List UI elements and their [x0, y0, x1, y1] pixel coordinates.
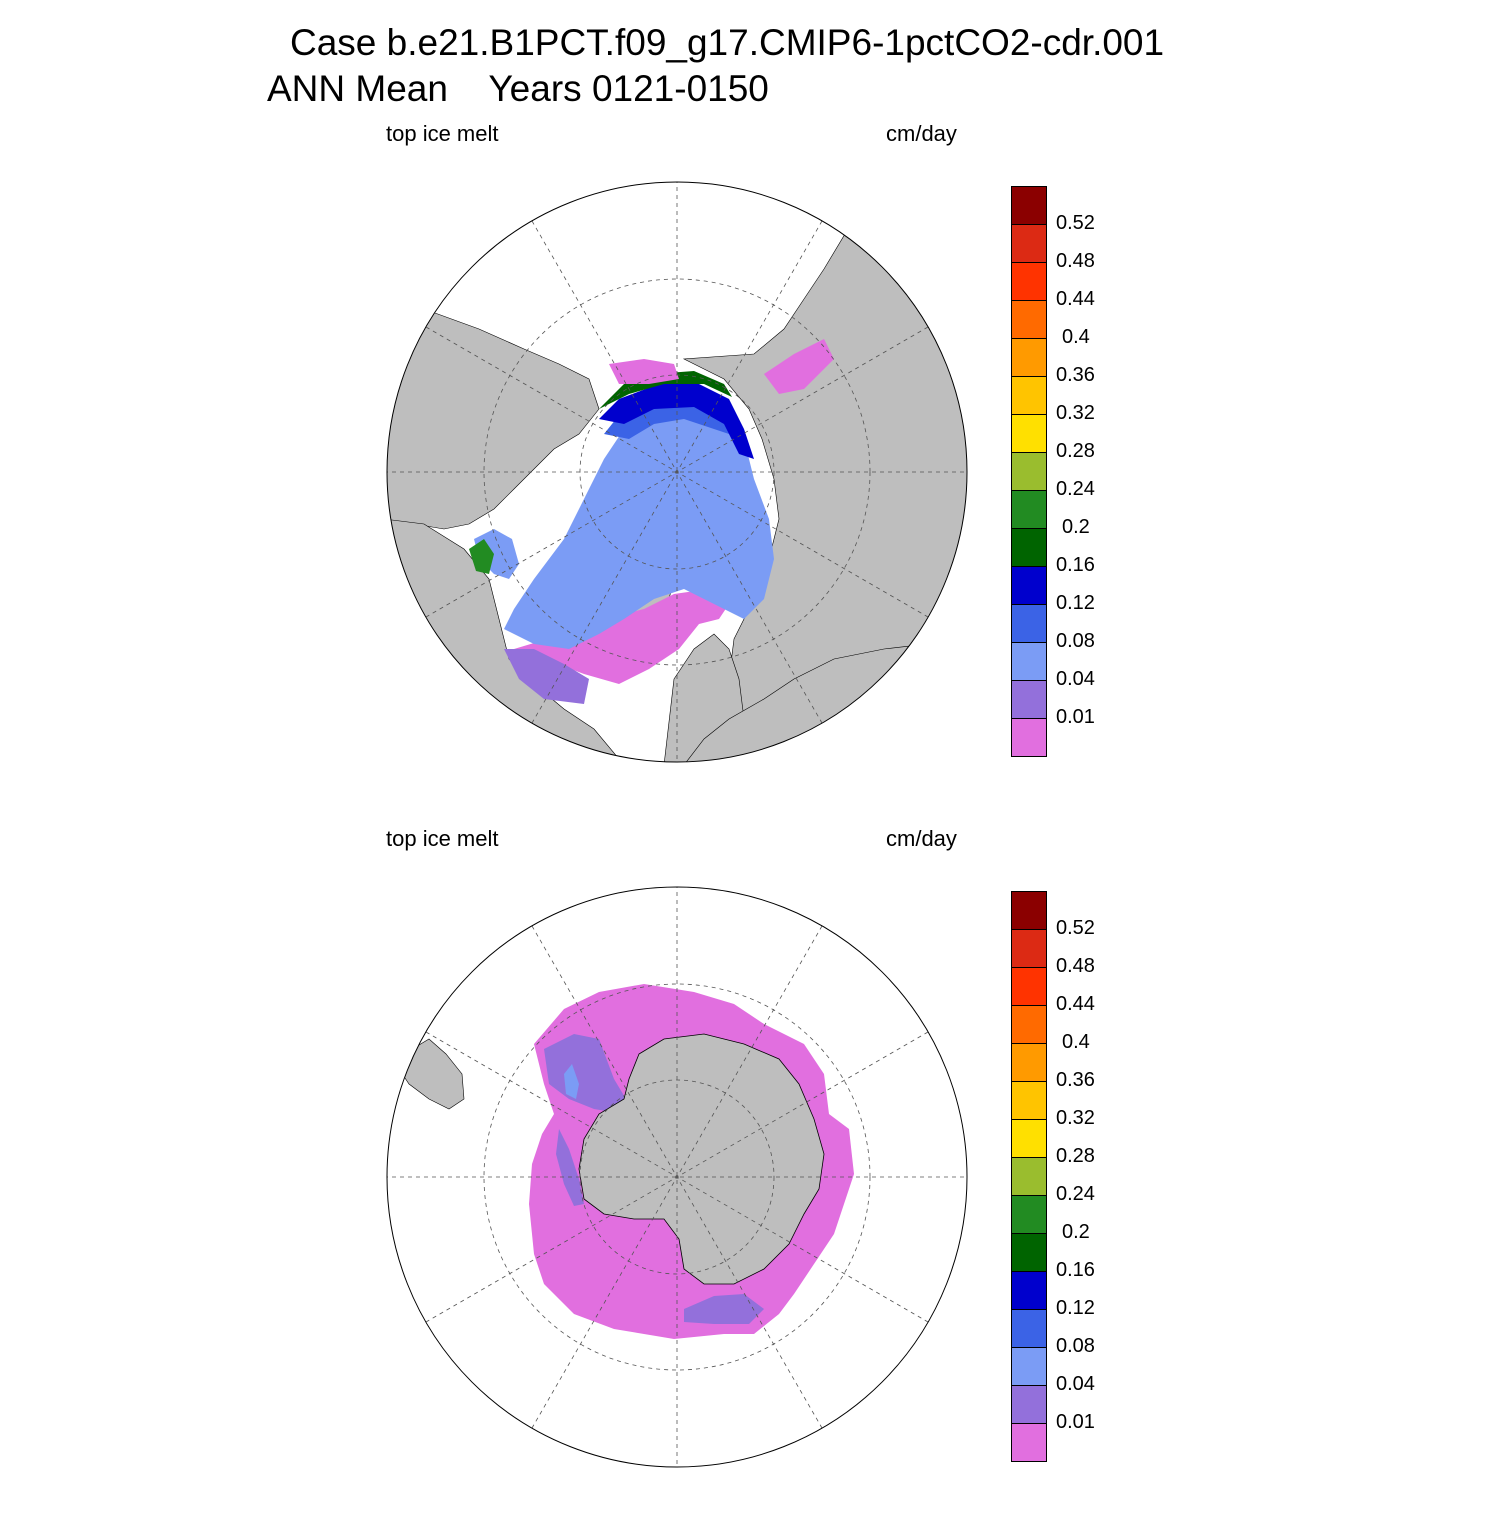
north-colorbar-swatch	[1011, 186, 1047, 225]
south-colorbar-swatch	[1011, 891, 1047, 930]
ice-field-hudson-green	[469, 539, 494, 574]
north-colorbar-swatch	[1011, 338, 1047, 377]
north-colorbar-tick-label: 0.32	[1056, 402, 1095, 424]
south-colorbar-tick-label: 0.2	[1062, 1221, 1090, 1243]
north-colorbar-swatch	[1011, 680, 1047, 719]
panel-north: top ice melt cm/day	[0, 117, 1500, 823]
north-colorbar-tick-label: 0.2	[1062, 516, 1090, 538]
ice-field-okhotsk-pink	[764, 339, 834, 394]
south-polar-map	[386, 886, 968, 1468]
north-colorbar-tick-label: 0.36	[1056, 364, 1095, 386]
south-colorbar	[1011, 891, 1047, 1462]
panel-north-units-label: cm/day	[886, 121, 957, 146]
south-colorbar-tick-label: 0.36	[1056, 1069, 1095, 1091]
ice-field-pink-outer	[514, 589, 729, 684]
south-colorbar-swatch	[1011, 1309, 1047, 1348]
south-colorbar-tick-label: 0.32	[1056, 1107, 1095, 1129]
north-colorbar-tick-label: 0.01	[1056, 706, 1095, 728]
ice-field-purple-peninsula	[556, 1129, 584, 1206]
panel-south-units-label: cm/day	[886, 826, 957, 851]
ice-field-purple-ross	[684, 1294, 764, 1324]
south-colorbar-tick-label: 0.4	[1062, 1031, 1090, 1053]
north-colorbar-tick-label: 0.08	[1056, 630, 1095, 652]
ice-field-lightblue	[504, 394, 774, 649]
north-colorbar-tick-label: 0.16	[1056, 554, 1095, 576]
north-colorbar-tick-label: 0.48	[1056, 250, 1095, 272]
south-colorbar-swatch	[1011, 1385, 1047, 1424]
south-colorbar-swatch	[1011, 1043, 1047, 1082]
land-antarctica	[578, 1033, 825, 1285]
south-colorbar-swatch	[1011, 1081, 1047, 1120]
south-colorbar-tick-label: 0.12	[1056, 1297, 1095, 1319]
south-colorbar-tick-label: 0.16	[1056, 1259, 1095, 1281]
north-colorbar-tick-label: 0.52	[1056, 212, 1095, 234]
figure-title-line2: ANN Mean Years 0121-0150	[267, 68, 769, 109]
ice-field-purple	[504, 649, 589, 704]
panel-south-variable-label: top ice melt	[386, 826, 499, 851]
north-colorbar-swatch	[1011, 718, 1047, 757]
ice-field-bering-pink	[609, 359, 679, 384]
figure-title-line1: Case b.e21.B1PCT.f09_g17.CMIP6-1pctCO2-c…	[290, 22, 1165, 63]
south-colorbar-swatch	[1011, 1423, 1047, 1462]
ice-field-lightblue-weddell	[564, 1064, 579, 1099]
panel-south: top ice melt cm/day	[0, 822, 1500, 1528]
north-colorbar-tick-label: 0.04	[1056, 668, 1095, 690]
south-colorbar-tick-label: 0.28	[1056, 1145, 1095, 1167]
north-colorbar-swatch	[1011, 452, 1047, 491]
south-colorbar-swatch	[1011, 1195, 1047, 1234]
south-colorbar-tick-label: 0.44	[1056, 993, 1095, 1015]
ice-field-darkgreen	[599, 371, 732, 409]
south-colorbar-swatch	[1011, 1119, 1047, 1158]
north-colorbar-swatch	[1011, 604, 1047, 643]
south-colorbar-swatch	[1011, 929, 1047, 968]
north-colorbar-tick-label: 0.24	[1056, 478, 1095, 500]
south-colorbar-tick-label: 0.52	[1056, 917, 1095, 939]
ice-field-darkblue	[599, 384, 754, 459]
south-colorbar-tick-label: 0.24	[1056, 1183, 1095, 1205]
south-colorbar-swatch	[1011, 967, 1047, 1006]
north-colorbar-swatch	[1011, 224, 1047, 263]
south-colorbar-tick-label: 0.48	[1056, 955, 1095, 977]
north-colorbar-tick-label: 0.12	[1056, 592, 1095, 614]
north-colorbar-swatch	[1011, 528, 1047, 567]
north-colorbar-tick-label: 0.44	[1056, 288, 1095, 310]
south-colorbar-swatch	[1011, 1005, 1047, 1044]
north-colorbar-swatch	[1011, 642, 1047, 681]
south-colorbar-swatch	[1011, 1233, 1047, 1272]
north-colorbar-tick-label: 0.4	[1062, 326, 1090, 348]
south-colorbar-tick-label: 0.08	[1056, 1335, 1095, 1357]
south-colorbar-tick-label: 0.01	[1056, 1411, 1095, 1433]
north-colorbar-swatch	[1011, 262, 1047, 301]
north-colorbar-swatch	[1011, 376, 1047, 415]
north-colorbar-swatch	[1011, 490, 1047, 529]
panel-north-variable-label: top ice melt	[386, 121, 499, 146]
north-colorbar-swatch	[1011, 300, 1047, 339]
south-colorbar-swatch	[1011, 1347, 1047, 1386]
north-colorbar-tick-label: 0.28	[1056, 440, 1095, 462]
south-colorbar-swatch	[1011, 1157, 1047, 1196]
north-colorbar	[1011, 186, 1047, 757]
south-colorbar-swatch	[1011, 1271, 1047, 1310]
north-polar-map	[386, 181, 968, 763]
south-colorbar-tick-label: 0.04	[1056, 1373, 1095, 1395]
ice-field-purple-weddell	[544, 1034, 629, 1114]
north-colorbar-swatch	[1011, 566, 1047, 605]
north-colorbar-swatch	[1011, 414, 1047, 453]
